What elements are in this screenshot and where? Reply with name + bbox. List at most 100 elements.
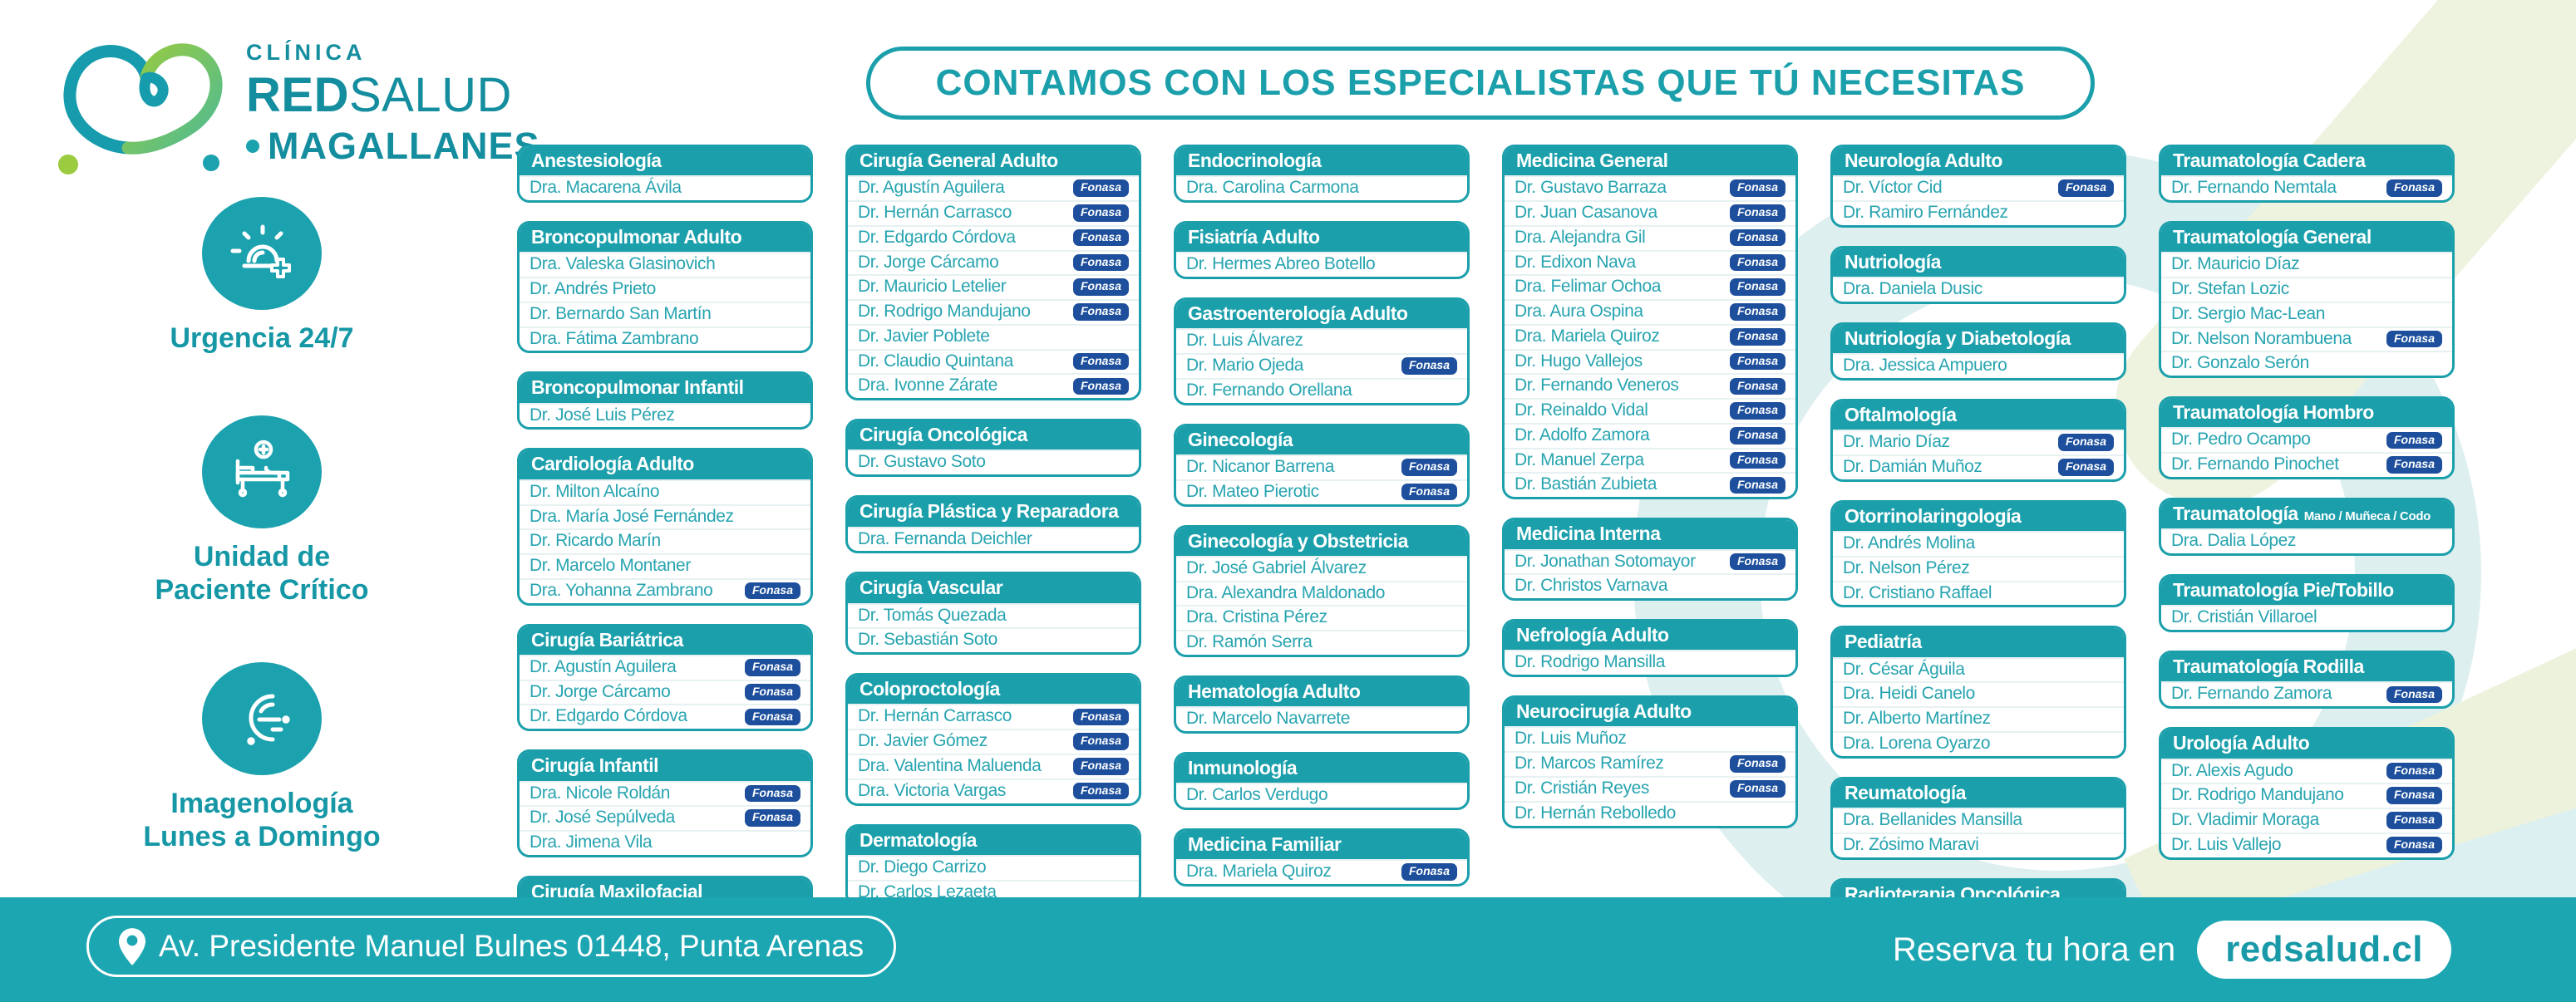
specialty-title: Broncopulmonar Adulto [531, 226, 742, 248]
doctor-row: Dr. César Águila [1833, 656, 2124, 682]
doctor-row: Dra. Macarena Ávila [520, 175, 810, 200]
specialty-title: Nutriología y Diabetología [1845, 327, 2071, 349]
fonasa-badge: Fonasa [1072, 253, 1129, 272]
doctor-row: Dra. Ivonne Zárate Fonasa [848, 373, 1139, 398]
doctor-row: Dra. Heidi Canelo [1833, 681, 2124, 706]
specialty-card: Oftalmología Dr. Mario Díaz Fonasa Dr. Dami… [1830, 398, 2126, 482]
specialty-header: Cirugía Vascular [848, 574, 1139, 603]
doctor-name: Dr. Fernando Nemtala [2171, 178, 2337, 198]
doctor-row: Dr. Rodrigo Mandujano Fonasa [848, 299, 1139, 324]
specialty-card: Inmunología Dr. Carlos Verdugo [1174, 751, 1470, 811]
doctor-name: Dra. Valeska Glasinovich [529, 254, 716, 274]
doctor-row: Dra. Fernanda Deichler [848, 526, 1139, 552]
doctor-name: Dr. Vladimir Moraga [2171, 810, 2319, 830]
specialty-title: Gastroenterología Adulto [1188, 302, 1408, 325]
doctor-row: Dr. Ramón Serra [1176, 630, 1467, 655]
doctor-name: Dr. Hernán Carrasco [858, 203, 1012, 223]
doctor-name: Dra. Daniela Dusic [1843, 279, 1982, 299]
doctor-row: Dr. Fernando Pinochet Fonasa [2161, 452, 2452, 477]
fonasa-badge: Fonasa [1729, 451, 1785, 469]
doctor-name: Dr. Agustín Aguilera [858, 178, 1005, 198]
specialty-card: Reumatología Dra. Bellanides Mansilla Dr. … [1830, 776, 2126, 860]
fonasa-badge: Fonasa [1072, 758, 1129, 775]
doctor-row: Dr. José Gabriel Álvarez [1176, 555, 1467, 581]
doctor-row: Dra. Fátima Zambrano [520, 326, 810, 351]
doctor-name: Dr. Jonathan Sotomayor [1515, 551, 1696, 571]
doctor-name: Dr. Edixon Nava [1515, 252, 1636, 272]
doctor-name: Dr. Stefan Lozic [2171, 279, 2289, 299]
doctor-name: Dr. Carlos Lezaeta [858, 882, 997, 901]
doctor-name: Dra. Mariela Quiroz [1186, 862, 1332, 882]
fonasa-badge: Fonasa [1729, 328, 1785, 346]
doctor-row: Dr. Andrés Prieto [520, 277, 810, 302]
doctor-name: Dr. José Gabriel Álvarez [1186, 557, 1367, 577]
doctor-name: Dr. Gustavo Soto [858, 452, 986, 472]
doctor-row: Dr. Fernando Orellana [1176, 377, 1467, 403]
specialty-header: Cirugía Infantil [520, 752, 810, 781]
specialty-header: Neurología Adulto [1833, 147, 2124, 176]
heart-logo-icon [58, 43, 223, 174]
doctor-name: Dr. Tomás Quezada [858, 605, 1007, 625]
specialty-title: Cirugía Vascular [859, 577, 1003, 599]
doctor-name: Dr. Fernando Zamora [2171, 684, 2332, 704]
doctor-row: Dr. Cristiano Raffael [1833, 580, 2124, 606]
address-text: Av. Presidente Manuel Bulnes 01448, Punt… [159, 929, 864, 963]
specialty-card: Cirugía General Adulto Dr. Agustín Aguile… [845, 145, 1141, 401]
service-label-imagenologia: Imagenología Lunes a Domingo [143, 788, 381, 853]
specialty-header: Cardiología Adulto [520, 450, 810, 479]
doctor-name: Dr. Javier Gómez [858, 731, 988, 751]
doctor-name: Dra. Felimar Ochoa [1515, 277, 1662, 297]
specialty-card: Traumatología General Dr. Mauricio Díaz Dr… [2159, 221, 2455, 379]
doctor-row: Dr. Ramiro Fernández [1833, 200, 2124, 225]
specialty-header: Ginecología [1176, 425, 1467, 455]
specialty-card: Broncopulmonar Adulto Dra. Valeska Glasin… [517, 221, 813, 354]
specialty-card: Ginecología Dr. Nicanor Barrena Fonasa Dr. … [1174, 423, 1470, 507]
headline-text: CONTAMOS CON LOS ESPECIALISTAS QUE TÚ NE… [935, 62, 2026, 103]
doctor-name: Dra. Dalia López [2171, 531, 2297, 551]
doctor-row: Dr. Bernardo San Martín [520, 301, 810, 327]
specialty-header: Endocrinología [1176, 147, 1467, 176]
specialty-card: Anestesiología Dra. Macarena Ávila [517, 145, 813, 204]
doctor-name: Dr. Gonzalo Serón [2171, 353, 2309, 373]
specialty-title: Cirugía Infantil [531, 754, 659, 777]
doctor-name: Dra. Fernanda Deichler [858, 528, 1032, 548]
doctor-row: Dra. Jimena Vila [520, 830, 810, 855]
doctor-name: Dra. Jimena Vila [529, 833, 653, 852]
site-link[interactable]: redsalud.cl [2197, 921, 2451, 979]
doctor-row: Dr. Damián Muñoz Fonasa [1833, 454, 2124, 479]
specialty-card: Traumatología Cadera Dr. Fernando Nemtala… [2159, 145, 2455, 204]
fonasa-badge: Fonasa [1401, 483, 1457, 501]
specialty-title: Nutriología [1845, 250, 1941, 273]
specialty-header: Fisiatría Adulto [1176, 223, 1467, 253]
fonasa-badge: Fonasa [1729, 352, 1785, 371]
specialty-header: Medicina Familiar [1176, 831, 1467, 860]
doctor-name: Dr. Hernán Rebolledo [1515, 803, 1676, 823]
fonasa-badge: Fonasa [1072, 228, 1129, 247]
fonasa-badge: Fonasa [1072, 303, 1129, 321]
doctor-name: Dr. Ramón Serra [1186, 632, 1313, 652]
doctor-row: Dr. Cristián Villaroel [2161, 605, 2452, 630]
doctor-name: Dr. Cristián Villaroel [2171, 607, 2317, 627]
specialty-card: Dermatología Dr. Diego Carrizo Dr. Carlos … [845, 823, 1141, 907]
doctor-row: Dra. Yohanna Zambrano Fonasa [520, 577, 810, 603]
fonasa-badge: Fonasa [1072, 179, 1129, 197]
doctor-row: Dr. Hernán Carrasco Fonasa [848, 704, 1139, 729]
specialty-card: Nutriología y Diabetología Dra. Jessica A… [1830, 322, 2126, 381]
fonasa-badge: Fonasa [1401, 459, 1457, 476]
specialty-title: Endocrinología [1188, 150, 1322, 171]
specialty-column-4: Medicina General Dr. Gustavo Barraza Fonas… [1502, 145, 1798, 847]
fonasa-badge: Fonasa [1729, 253, 1785, 272]
fonasa-badge: Fonasa [1729, 780, 1785, 798]
logo-clinica-text: CLÍNICA [246, 40, 367, 65]
specialty-card: Medicina General Dr. Gustavo Barraza Fonas… [1502, 145, 1798, 500]
specialty-title: Cirugía General Adulto [859, 150, 1058, 171]
doctor-name: Dr. Marcos Ramírez [1515, 754, 1664, 774]
doctor-row: Dr. Manuel Zerpa Fonasa [1505, 447, 1795, 473]
fonasa-badge: Fonasa [1729, 278, 1785, 296]
doctor-row: Dr. Diego Carrizo [848, 854, 1139, 880]
fonasa-badge: Fonasa [744, 659, 800, 676]
fonasa-badge: Fonasa [1072, 278, 1129, 296]
doctor-row: Dr. Mauricio Díaz [2161, 252, 2452, 277]
doctor-name: Dr. Rodrigo Mandujano [2171, 785, 2344, 805]
specialty-header: Traumatología Cadera [2161, 147, 2452, 176]
